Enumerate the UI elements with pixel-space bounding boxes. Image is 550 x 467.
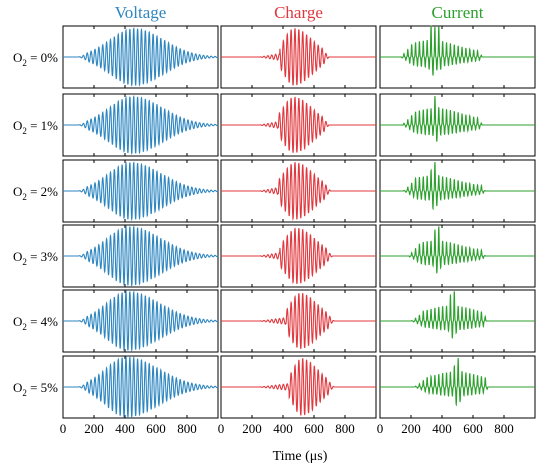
row-label: O2 = 3% xyxy=(13,249,58,267)
series-line-current xyxy=(380,95,535,142)
x-tick-label: 800 xyxy=(335,421,355,436)
series-line-voltage xyxy=(63,225,219,287)
series-line-voltage xyxy=(63,290,219,352)
x-tick-label: 0 xyxy=(218,421,225,436)
series-line-voltage xyxy=(63,161,219,222)
x-tick-label: 800 xyxy=(494,421,514,436)
x-tick-label: 600 xyxy=(463,421,483,436)
row-label: O2 = 5% xyxy=(13,380,58,398)
x-tick-label: 200 xyxy=(242,421,262,436)
x-tick-label: 400 xyxy=(115,421,135,436)
x-tick-label: 800 xyxy=(177,421,197,436)
series-line-current xyxy=(380,226,535,274)
series-line-charge xyxy=(221,292,376,349)
series-line-charge xyxy=(221,96,376,153)
row-label: O2 = 0% xyxy=(13,50,58,68)
series-line-current xyxy=(380,25,535,76)
x-tick-label: 600 xyxy=(146,421,166,436)
x-tick-label: 600 xyxy=(304,421,324,436)
x-tick-label: 400 xyxy=(432,421,452,436)
column-title-current: Current xyxy=(432,3,484,22)
x-tick-label: 0 xyxy=(60,421,67,436)
series-line-voltage xyxy=(63,355,219,419)
series-line-charge xyxy=(221,358,376,416)
column-title-charge: Charge xyxy=(274,3,323,22)
x-tick-label: 0 xyxy=(377,421,384,436)
column-title-voltage: Voltage xyxy=(115,3,167,22)
x-tick-label: 200 xyxy=(84,421,104,436)
series-line-charge xyxy=(221,27,376,86)
row-label: O2 = 2% xyxy=(13,184,58,202)
x-tick-label: 400 xyxy=(273,421,293,436)
series-line-charge xyxy=(221,161,376,221)
series-line-current xyxy=(380,161,535,211)
row-label: O2 = 1% xyxy=(13,118,58,136)
series-line-current xyxy=(380,291,535,339)
series-line-current xyxy=(380,357,535,407)
x-axis-label: Time (μs) xyxy=(273,449,328,464)
series-line-charge xyxy=(221,227,376,285)
x-tick-label: 200 xyxy=(401,421,421,436)
series-line-voltage xyxy=(63,26,219,87)
row-label: O2 = 4% xyxy=(13,314,58,332)
series-line-voltage xyxy=(63,94,219,156)
